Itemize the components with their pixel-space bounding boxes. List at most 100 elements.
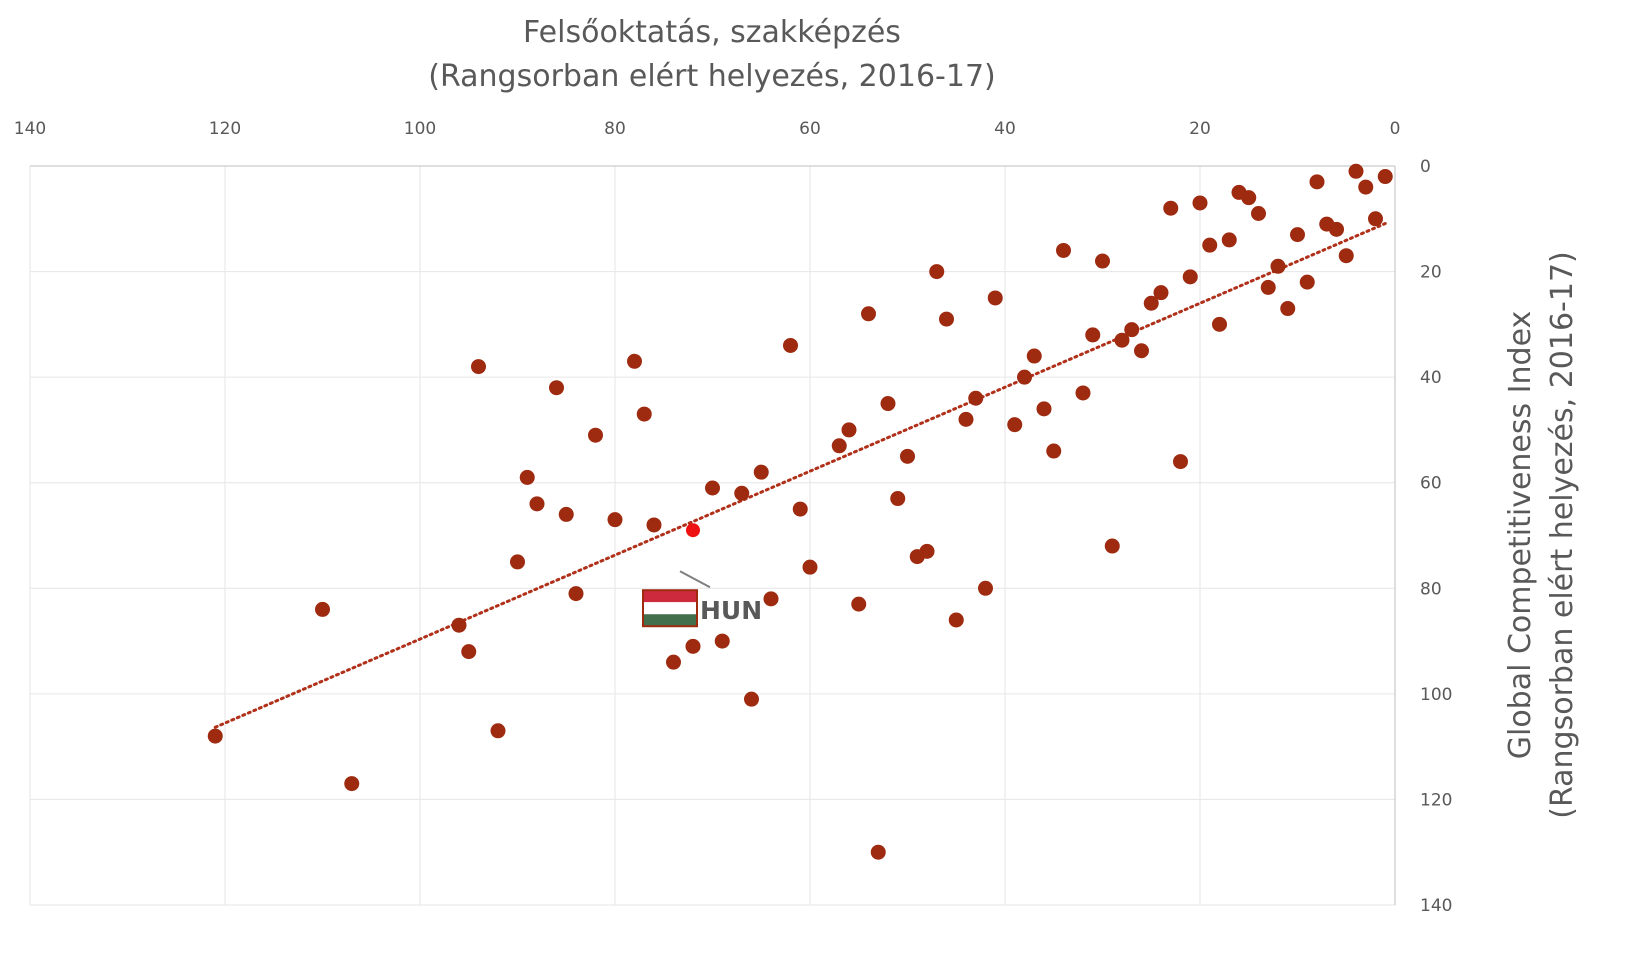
point [1026, 348, 1042, 364]
point [744, 691, 759, 707]
point [685, 638, 701, 654]
point [1241, 190, 1257, 206]
y-tick-label: 60 [1420, 474, 1442, 494]
point [1182, 269, 1198, 285]
x-tick-label: 60 [799, 119, 821, 139]
point [549, 380, 564, 396]
x-tick-label: 80 [604, 119, 626, 139]
point [851, 596, 867, 612]
point [978, 580, 993, 596]
point [529, 496, 545, 512]
point [1290, 227, 1305, 243]
point [1299, 274, 1315, 290]
point [900, 448, 915, 464]
point [451, 617, 467, 633]
point [1368, 211, 1383, 227]
point [1260, 279, 1276, 295]
point [471, 359, 486, 375]
point [1017, 369, 1032, 385]
point [1377, 169, 1393, 185]
point [1329, 221, 1344, 237]
point [1202, 237, 1218, 253]
y-tick-label: 80 [1420, 579, 1442, 599]
point [987, 290, 1003, 306]
highlight-point [686, 523, 700, 538]
point [1212, 316, 1227, 332]
point [1134, 343, 1149, 359]
trendline [213, 222, 1387, 729]
point [890, 491, 906, 507]
point [461, 644, 477, 660]
point [1163, 200, 1179, 216]
flag-border [642, 589, 698, 628]
point [568, 586, 584, 602]
point [1056, 242, 1071, 258]
point [929, 264, 945, 280]
point [1173, 454, 1188, 470]
x-tick-label: 100 [404, 119, 436, 139]
point [1124, 322, 1140, 338]
point [646, 517, 662, 533]
x-tick-label: 40 [994, 119, 1016, 139]
x-tick-label: 120 [209, 119, 241, 139]
point [344, 776, 360, 792]
point [490, 723, 506, 739]
point [861, 306, 876, 322]
point [1192, 195, 1208, 211]
point [636, 406, 652, 422]
point [968, 390, 984, 406]
point [714, 633, 730, 649]
flag-green [643, 614, 697, 627]
y-tick-label: 40 [1420, 368, 1442, 388]
point [627, 353, 642, 369]
point [666, 654, 681, 670]
x-tick-label: 20 [1189, 119, 1211, 139]
point [207, 728, 223, 744]
point [802, 559, 818, 575]
point [1251, 206, 1266, 222]
point [880, 396, 896, 412]
point [1046, 443, 1062, 459]
point [734, 485, 750, 501]
point [831, 438, 847, 454]
y-axis-title: (Rangsorban elért helyezés, 2016-17) [1545, 251, 1580, 818]
point [1036, 401, 1052, 417]
point [1309, 174, 1325, 190]
y-tick-label: 0 [1420, 157, 1431, 177]
point-label: HUN [700, 596, 762, 625]
point [1221, 232, 1237, 248]
x-axis-title: (Rangsorban elért helyezés, 2016-17) [428, 59, 995, 94]
point [1280, 301, 1296, 317]
point [1114, 332, 1130, 348]
point [753, 464, 769, 480]
y-tick-label: 140 [1420, 896, 1452, 916]
x-tick-label: 140 [14, 119, 46, 139]
point [1270, 258, 1286, 274]
point [1007, 417, 1023, 433]
point [510, 554, 525, 570]
point [588, 427, 603, 443]
point [1095, 253, 1110, 269]
point [939, 311, 954, 327]
point [705, 480, 720, 496]
point [1075, 385, 1091, 401]
x-tick-label: 0 [1390, 119, 1401, 139]
y-axis-title: Global Competitiveness Index [1503, 311, 1538, 760]
label-connector [679, 570, 711, 589]
point [1085, 327, 1101, 343]
point [948, 612, 964, 628]
point [1153, 285, 1169, 301]
x-axis-title: Felsőoktatás, szakképzés [523, 15, 901, 50]
point [870, 844, 886, 860]
y-tick-label: 100 [1420, 685, 1452, 705]
flag-red [643, 590, 697, 603]
point [519, 469, 535, 485]
point [1338, 248, 1354, 264]
point [1104, 538, 1120, 554]
point [558, 506, 574, 522]
y-tick-label: 120 [1420, 790, 1452, 810]
point [1348, 163, 1364, 179]
point [607, 512, 623, 528]
point [841, 422, 857, 438]
